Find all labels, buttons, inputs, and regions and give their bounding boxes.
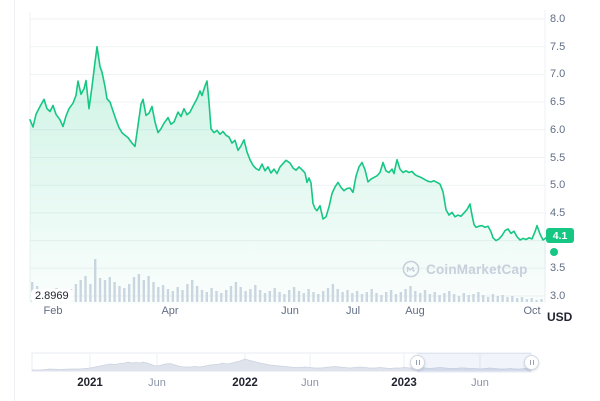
current-price-badge: 4.1 <box>546 228 574 243</box>
y-tick-label: 4.5 <box>550 206 566 219</box>
y-tick-label: 5.0 <box>550 179 566 192</box>
brush-handle-icon <box>418 360 420 365</box>
y-tick-label: 3.5 <box>550 262 566 275</box>
y-tick-label: 7.5 <box>550 40 566 53</box>
x-tick-label: Oct <box>523 305 541 317</box>
x-tick-label: Feb <box>43 305 63 317</box>
navigator-tick-label: Jun <box>301 377 319 389</box>
latest-price-dot <box>550 248 558 256</box>
brush-handle-icon <box>532 360 534 365</box>
currency-label: USD <box>547 310 573 324</box>
x-tick-label: Aug <box>405 305 425 317</box>
x-tick-label: Jun <box>281 305 299 317</box>
x-tick-label: Jul <box>345 305 361 317</box>
navigator-left-handle[interactable] <box>410 355 425 370</box>
navigator-tick-label: Jun <box>148 377 166 389</box>
min-price-label: 2.8969 <box>31 289 73 303</box>
y-tick-label: 6.5 <box>550 96 566 109</box>
price-chart-canvas[interactable] <box>0 0 600 345</box>
y-tick-label: 7.0 <box>550 68 566 81</box>
navigator-tick-label: 2021 <box>77 377 103 389</box>
current-price-value: 4.1 <box>552 229 568 242</box>
watermark: CoinMarketCap <box>402 260 528 278</box>
brush-handle-icon <box>529 360 531 365</box>
x-tick-label: Apr <box>161 305 179 317</box>
navigator-tick-label: 2023 <box>391 377 417 389</box>
y-tick-label: 5.5 <box>550 151 566 164</box>
card-left-border <box>14 0 15 401</box>
navigator-selection[interactable] <box>417 353 531 373</box>
brush-handle-icon <box>415 360 417 365</box>
y-tick-label: 6.0 <box>550 123 566 136</box>
navigator-tick-label: 2022 <box>232 377 258 389</box>
coinmarketcap-logo-icon <box>402 260 420 278</box>
navigator-right-handle[interactable] <box>524 355 539 370</box>
watermark-text: CoinMarketCap <box>426 261 528 277</box>
y-tick-label: 8.0 <box>550 13 566 25</box>
min-price-value: 2.8969 <box>35 290 69 302</box>
y-tick-label: 3.0 <box>550 290 566 302</box>
navigator-tick-label: Jun <box>471 377 489 389</box>
